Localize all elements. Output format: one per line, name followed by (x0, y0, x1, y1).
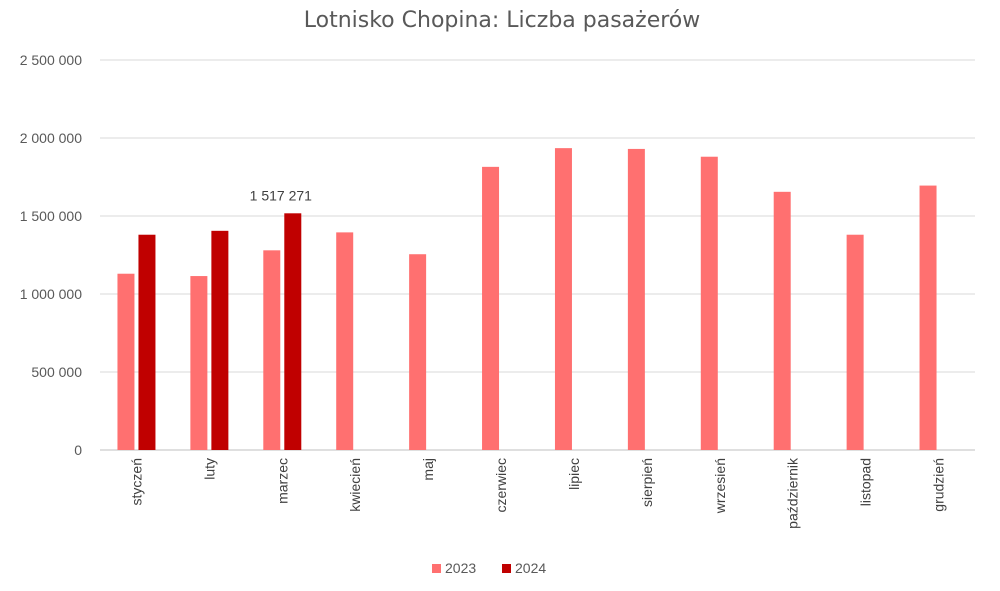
bar-2023-lipiec (554, 148, 572, 450)
bar-2023-czerwiec (482, 166, 500, 451)
bar-2023-maj (409, 254, 427, 450)
x-tick-label: listopad (858, 458, 874, 506)
x-tick-label: październik (785, 457, 801, 529)
x-tick-label: maj (420, 458, 436, 481)
x-tick-label: czerwiec (493, 458, 509, 512)
bar-2024-styczeń (138, 234, 156, 450)
chart-title: Lotnisko Chopina: Liczba pasażerów (304, 8, 701, 33)
y-tick-label: 2 500 000 (20, 52, 82, 68)
legend-label-2024: 2024 (515, 560, 546, 576)
y-tick-label: 500 000 (31, 364, 82, 380)
y-tick-label: 1 500 000 (20, 208, 82, 224)
x-tick-label: lipiec (566, 458, 582, 490)
x-tick-label: marzec (274, 458, 290, 504)
bar-2023-grudzień (919, 185, 937, 450)
bar-2023-styczeń (117, 273, 135, 450)
x-tick-label: sierpień (639, 458, 655, 507)
legend-label-2023: 2023 (445, 560, 476, 576)
legend-swatch-2024 (502, 564, 511, 573)
y-tick-label: 1 000 000 (20, 286, 82, 302)
data-label: 1 517 271 (250, 187, 312, 203)
x-tick-label: styczeń (128, 458, 144, 505)
x-tick-label: grudzień (931, 458, 947, 512)
bar-2023-listopad (846, 234, 864, 450)
y-axis-tick-labels: 0 500 000 1 000 000 1 500 000 2 000 000 2 500… (20, 52, 83, 458)
bar-2023-marzec (263, 250, 281, 450)
bars (117, 148, 937, 451)
y-tick-label: 2 000 000 (20, 130, 82, 146)
legend: 2023 2024 (432, 560, 546, 576)
legend-swatch-2023 (432, 564, 441, 573)
data-labels: 1 517 271 (250, 187, 312, 203)
bar-2023-wrzesień (700, 156, 718, 450)
x-tick-label: wrzesień (712, 458, 728, 514)
bar-2023-kwiecień (336, 232, 354, 450)
x-axis-tick-labels: styczeń luty marzec kwiecień maj czerwiec lipi… (128, 457, 946, 529)
bar-2023-październik (773, 191, 791, 450)
y-tick-label: 0 (74, 442, 82, 458)
bar-2024-marzec (284, 213, 302, 450)
bar-2024-luty (211, 230, 229, 450)
bar-2023-sierpień (627, 148, 645, 451)
x-tick-label: luty (201, 458, 217, 480)
bar-2023-luty (190, 276, 208, 450)
gridlines (100, 59, 975, 451)
x-tick-label: kwiecień (347, 458, 363, 512)
